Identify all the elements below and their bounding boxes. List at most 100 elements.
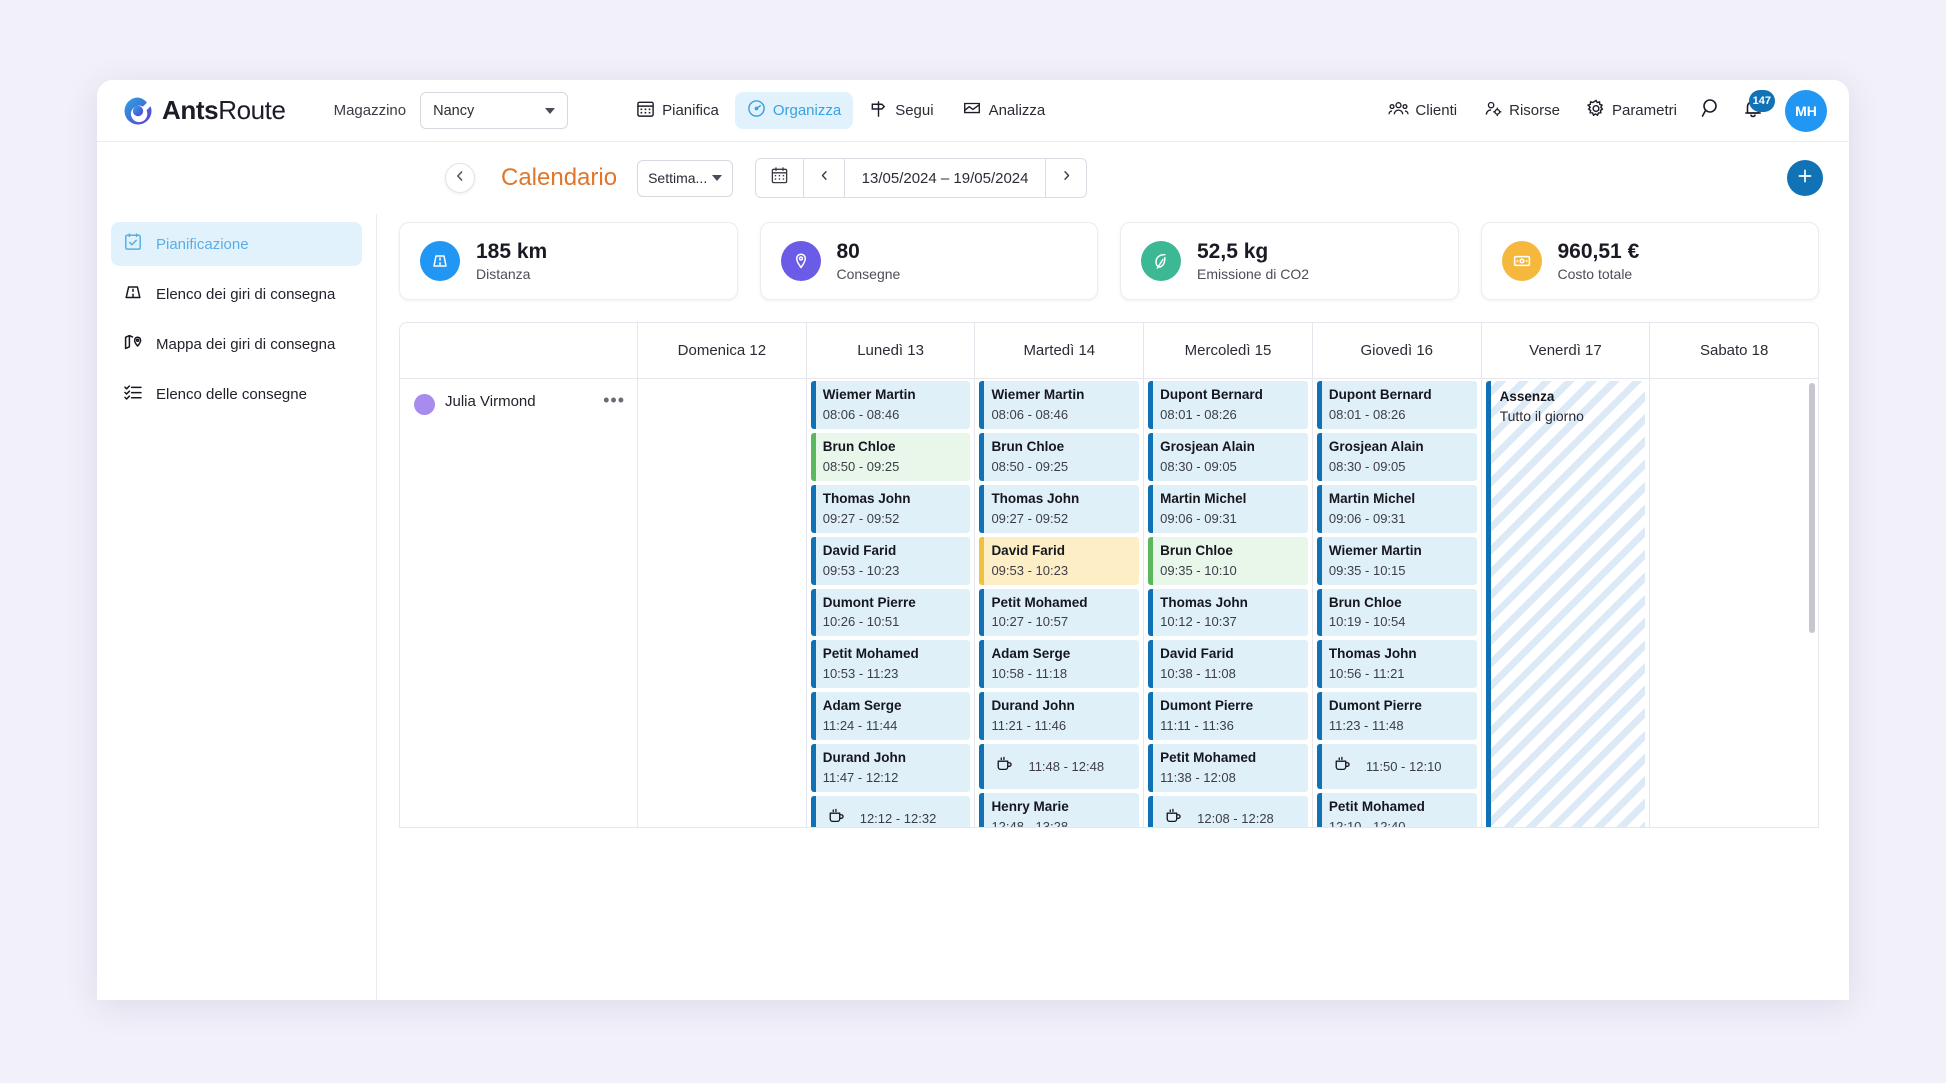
calendar-break-event[interactable]: 12:12 - 12:32 — [810, 796, 971, 827]
collapse-sidebar-button[interactable] — [445, 163, 475, 193]
calendar-event[interactable]: Dumont Pierre 11:11 - 11:36 — [1148, 692, 1308, 741]
day-column-venerdi-17[interactable]: Assenza Tutto il giorno — [1482, 379, 1651, 827]
day-column-giovedi-16[interactable]: Dupont Bernard 08:01 - 08:26 Grosjean Ala… — [1313, 379, 1482, 827]
chevron-left-icon — [453, 169, 467, 188]
calendar-event[interactable]: Petit Mohamed 10:53 - 11:23 — [810, 640, 971, 689]
period-select[interactable]: Settima... — [637, 159, 734, 197]
main-content: 185 km Distanza 80 Consegne — [377, 214, 1849, 1000]
add-button[interactable] — [1787, 160, 1823, 196]
nav-item-risorse[interactable]: Risorse — [1471, 92, 1572, 129]
chevron-down-icon — [545, 107, 556, 114]
event-time: 11:50 - 12:10 — [1365, 758, 1442, 774]
calendar-event[interactable]: Petit Mohamed 12:10 - 12:40 — [1316, 793, 1477, 827]
nav-item-pianifica[interactable]: Pianifica — [624, 92, 731, 129]
nav-item-organizza[interactable]: Organizza — [734, 92, 854, 129]
calendar-event[interactable]: Brun Chloe 08:50 - 09:25 — [979, 432, 1140, 481]
notification-count-badge: 147 — [1748, 89, 1775, 112]
calendar-day-header-4[interactable]: Giovedì 16 — [1313, 323, 1482, 378]
calendar-scrollbar[interactable] — [1809, 383, 1815, 633]
notifications-button[interactable]: 147 — [1733, 89, 1775, 131]
calendar-day-header-2[interactable]: Martedì 14 — [975, 323, 1145, 378]
event-time: 08:06 - 08:46 — [822, 406, 900, 422]
calendar-event[interactable]: Wiemer Martin 08:06 - 08:46 — [810, 381, 971, 429]
event-time: 08:01 - 08:26 — [1160, 406, 1237, 422]
calendar-event[interactable]: Grosjean Alain 08:30 - 09:05 — [1148, 432, 1308, 481]
calendar-absence-event[interactable]: Assenza Tutto il giorno — [1485, 381, 1646, 827]
next-period-button[interactable] — [1046, 159, 1086, 197]
person-gear-icon — [1483, 99, 1503, 122]
event-time: 09:27 - 09:52 — [991, 510, 1069, 526]
calendar-event[interactable]: Petit Mohamed 10:27 - 10:57 — [979, 588, 1140, 637]
calendar-event[interactable]: Thomas John 09:27 - 09:52 — [979, 484, 1140, 533]
sidebar-item-elenco-giri[interactable]: Elenco dei giri di consegna — [111, 272, 362, 316]
nav-item-clienti[interactable]: Clienti — [1376, 92, 1469, 129]
kpi-label: Distanza — [476, 265, 531, 282]
nav-item-analizza[interactable]: Analizza — [950, 92, 1058, 129]
day-column-mercoledi-15[interactable]: Dupont Bernard 08:01 - 08:26 Grosjean Ala… — [1144, 379, 1313, 827]
calendar-event[interactable]: Adam Serge 11:24 - 11:44 — [810, 692, 971, 741]
search-button[interactable] — [1691, 91, 1731, 131]
nav-item-label: Risorse — [1509, 102, 1560, 119]
event-time: 10:53 - 11:23 — [822, 666, 899, 682]
calendar-event[interactable]: Brun Chloe 09:35 - 10:10 — [1148, 536, 1308, 585]
sidebar-item-mappa-giri[interactable]: Mappa dei giri di consegna — [111, 322, 362, 366]
calendar-event[interactable]: Brun Chloe 08:50 - 09:25 — [810, 432, 971, 481]
event-name: Durand John — [991, 698, 1075, 714]
calendar-event[interactable]: Dumont Pierre 10:26 - 10:51 — [810, 588, 971, 637]
day-column-sabato-18[interactable] — [1650, 379, 1818, 827]
calendar-event[interactable]: Wiemer Martin 09:35 - 10:15 — [1316, 536, 1477, 585]
calendar-event[interactable]: Thomas John 09:27 - 09:52 — [810, 484, 971, 533]
avatar[interactable]: MH — [1785, 89, 1827, 132]
calendar-event[interactable]: Dupont Bernard 08:01 - 08:26 — [1148, 381, 1308, 429]
more-horizontal-icon[interactable]: ••• — [603, 390, 625, 410]
calendar-event[interactable]: Martin Michel 09:06 - 09:31 — [1148, 484, 1308, 533]
event-name: Petit Mohamed — [1328, 799, 1425, 815]
calendar-event[interactable]: David Farid 09:53 - 10:23 — [810, 536, 971, 585]
calendar-event[interactable]: Thomas John 10:56 - 11:21 — [1316, 640, 1477, 689]
date-picker-button[interactable] — [756, 159, 805, 197]
calendar-event[interactable]: Adam Serge 10:58 - 11:18 — [979, 640, 1140, 689]
resource-name[interactable]: Julia Virmond — [445, 393, 536, 410]
event-name: Petit Mohamed — [1160, 750, 1257, 766]
calendar-event[interactable]: David Farid 09:53 - 10:23 — [979, 536, 1140, 585]
calendar-day-header-6[interactable]: Sabato 18 — [1699, 342, 1769, 359]
event-time: 08:30 - 09:05 — [1160, 458, 1237, 474]
signpost-icon — [869, 99, 888, 122]
chevron-down-icon — [712, 175, 723, 181]
calendar-event[interactable]: Dupont Bernard 08:01 - 08:26 — [1316, 381, 1477, 429]
kpi-label: Consegne — [836, 265, 901, 282]
event-time: 11:24 - 11:44 — [822, 718, 898, 734]
calendar-event[interactable]: Petit Mohamed 11:38 - 12:08 — [1148, 744, 1308, 792]
kpi-card-consegne: 80 Consegne — [759, 222, 1098, 300]
day-column-domenica-12[interactable] — [638, 379, 807, 827]
event-name: Thomas John — [1328, 646, 1417, 662]
calendar-event[interactable]: Henry Marie 12:48 - 13:28 — [979, 793, 1140, 827]
sidebar-item-pianificazione[interactable]: Pianificazione — [111, 222, 362, 266]
calendar-day-header-1[interactable]: Lunedì 13 — [807, 323, 976, 378]
calendar-event[interactable]: Martin Michel 09:06 - 09:31 — [1316, 484, 1477, 533]
sidebar-item-elenco-consegne[interactable]: Elenco delle consegne — [111, 372, 362, 416]
day-column-martedi-14[interactable]: Wiemer Martin 08:06 - 08:46 Brun Chloe 08:… — [975, 379, 1145, 827]
banknote-icon — [1501, 241, 1542, 281]
calendar-event[interactable]: David Farid 10:38 - 11:08 — [1148, 640, 1308, 689]
day-column-lunedi-13[interactable]: Wiemer Martin 08:06 - 08:46 Brun Chloe 08:… — [807, 379, 976, 827]
previous-period-button[interactable] — [804, 159, 844, 197]
calendar-event[interactable]: Dumont Pierre 11:23 - 11:48 — [1316, 692, 1477, 741]
warehouse-select[interactable]: Nancy — [420, 92, 569, 129]
calendar-day-header-3[interactable]: Mercoledì 15 — [1144, 323, 1313, 378]
calendar-break-event[interactable]: 11:50 - 12:10 — [1316, 744, 1477, 790]
calendar-break-event[interactable]: 11:48 - 12:48 — [979, 744, 1140, 790]
calendar-break-event[interactable]: 12:08 - 12:28 — [1148, 796, 1308, 827]
nav-item-parametri[interactable]: Parametri — [1574, 92, 1689, 129]
calendar-event[interactable]: Wiemer Martin 08:06 - 08:46 — [979, 381, 1140, 429]
calendar-event[interactable]: Durand John 11:47 - 12:12 — [810, 744, 971, 792]
nav-item-segui[interactable]: Segui — [857, 92, 945, 129]
calendar-day-header-0[interactable]: Domenica 12 — [638, 323, 807, 378]
calendar-event[interactable]: Grosjean Alain 08:30 - 09:05 — [1316, 432, 1477, 481]
calendar-event[interactable]: Thomas John 10:12 - 10:37 — [1148, 588, 1308, 637]
calendar-day-header-5[interactable]: Venerdì 17 — [1482, 323, 1651, 378]
calendar-event[interactable]: Brun Chloe 10:19 - 10:54 — [1316, 588, 1477, 637]
app-logo[interactable]: AntsRoute — [123, 95, 286, 126]
calendar-event[interactable]: Durand John 11:21 - 11:46 — [979, 692, 1140, 741]
event-name: Assenza — [1499, 389, 1555, 404]
